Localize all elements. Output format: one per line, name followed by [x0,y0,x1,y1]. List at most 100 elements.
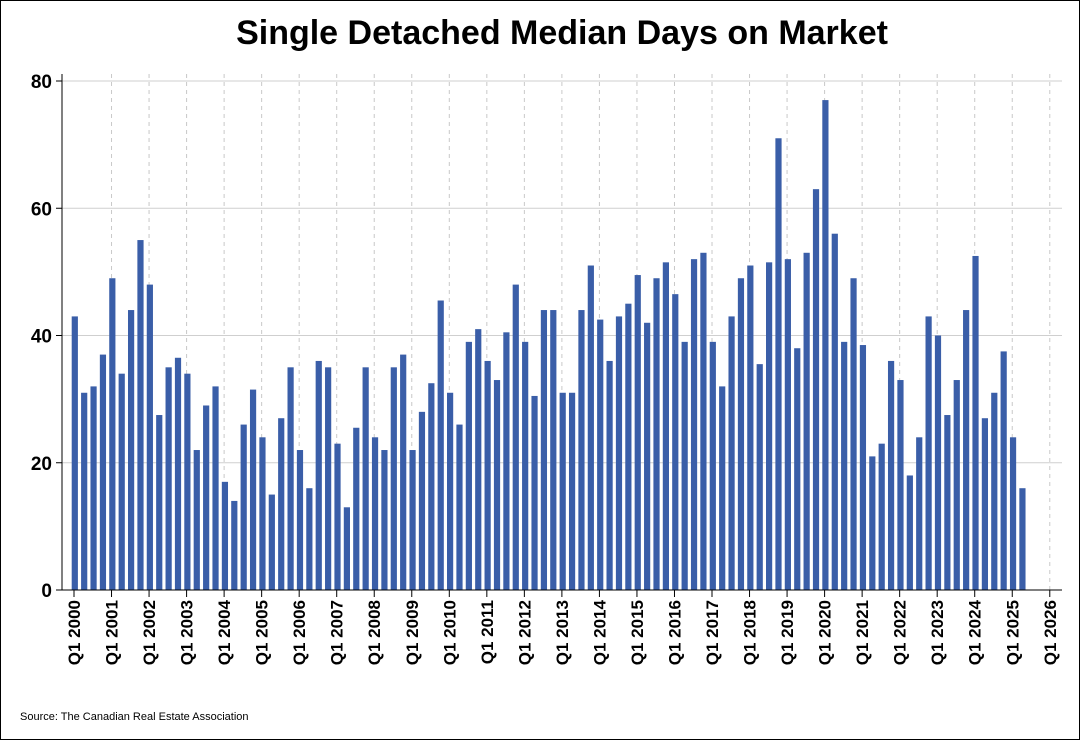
x-tick-label: Q1 2016 [665,600,684,665]
bar [906,475,913,590]
bar [756,364,763,590]
bar [653,278,660,590]
x-tick-label: Q1 2006 [290,600,309,665]
bar [728,316,735,590]
bar [437,300,444,590]
y-tick-label: 80 [31,72,52,93]
bar [249,389,257,590]
x-tick-label: Q1 2024 [966,599,985,665]
bar [296,450,304,590]
bar [634,275,641,590]
bar [231,500,238,590]
bar [719,386,726,590]
bar [503,332,510,590]
bar [203,405,210,590]
bar [991,392,998,590]
bar [306,488,313,590]
x-tick-label: Q1 2025 [1003,600,1022,665]
bar [193,450,200,590]
bar [465,341,472,590]
bar [90,386,97,590]
y-tick-label: 0 [41,581,52,602]
bar [512,284,519,590]
bar [625,303,632,590]
x-tick-label: Q1 2015 [628,600,647,665]
bar [484,360,491,590]
bar [81,392,88,590]
bar [568,392,576,590]
bar [709,341,716,590]
bar [690,259,698,590]
x-tick-label: Q1 2001 [103,600,122,665]
bar [812,189,820,590]
bar [334,443,341,590]
bar [447,392,454,590]
bar [165,367,172,590]
x-tick-label: Q1 2000 [65,600,84,665]
x-tick-label: Q1 2020 [816,600,835,665]
bar [972,255,979,590]
bar [268,494,275,590]
bar [287,367,294,590]
bar [850,278,857,590]
bar [644,322,651,590]
bar [184,373,191,590]
bar [146,284,153,590]
bar [737,278,745,590]
bar [99,354,107,590]
x-tick-label: Q1 2008 [365,600,384,665]
bar [700,252,707,590]
bar [597,319,604,590]
bar [137,240,144,590]
bar [784,259,791,590]
bar [221,481,229,590]
bar [878,443,885,590]
x-tick-label: Q1 2003 [178,600,197,665]
bar [475,329,482,590]
bar [775,138,782,590]
bar [540,310,548,590]
bar [109,278,116,590]
bar [381,450,388,590]
y-tick-label: 60 [31,199,52,220]
bar [174,357,182,590]
bar [362,367,369,590]
bar [390,367,397,590]
bar [615,316,623,590]
bar [71,316,78,590]
x-tick-label: Q1 2009 [403,600,422,665]
bar [869,456,876,590]
x-tick-label: Q1 2023 [928,600,947,665]
bar [925,316,932,590]
bar [325,367,332,590]
x-tick-label: Q1 2002 [140,600,159,665]
bar [118,373,125,590]
x-tick-label: Q1 2018 [741,600,760,665]
bar [550,310,557,590]
x-tick-label: Q1 2021 [853,600,872,665]
bar [353,427,360,590]
bar [1000,351,1007,590]
bar [859,345,867,590]
y-tick-label: 40 [31,327,52,348]
bar [916,437,923,590]
bar [963,310,970,590]
bar [794,348,801,590]
bar [662,262,669,590]
x-tick-label: Q1 2005 [253,600,272,665]
x-tick-label: Q1 2010 [440,600,459,665]
bar [212,386,219,590]
bar [841,341,848,590]
x-tick-label: Q1 2022 [891,600,910,665]
bar [578,310,585,590]
bar [681,341,688,590]
bar [944,415,951,590]
bar [587,265,594,590]
bar [456,424,463,590]
bar [766,262,773,590]
x-tick-label: Q1 2007 [328,600,347,665]
chart-title: Single Detached Median Days on Market [236,14,888,52]
x-tick-label: Q1 2013 [553,600,572,665]
bar [559,392,566,590]
x-tick-label: Q1 2019 [778,600,797,665]
